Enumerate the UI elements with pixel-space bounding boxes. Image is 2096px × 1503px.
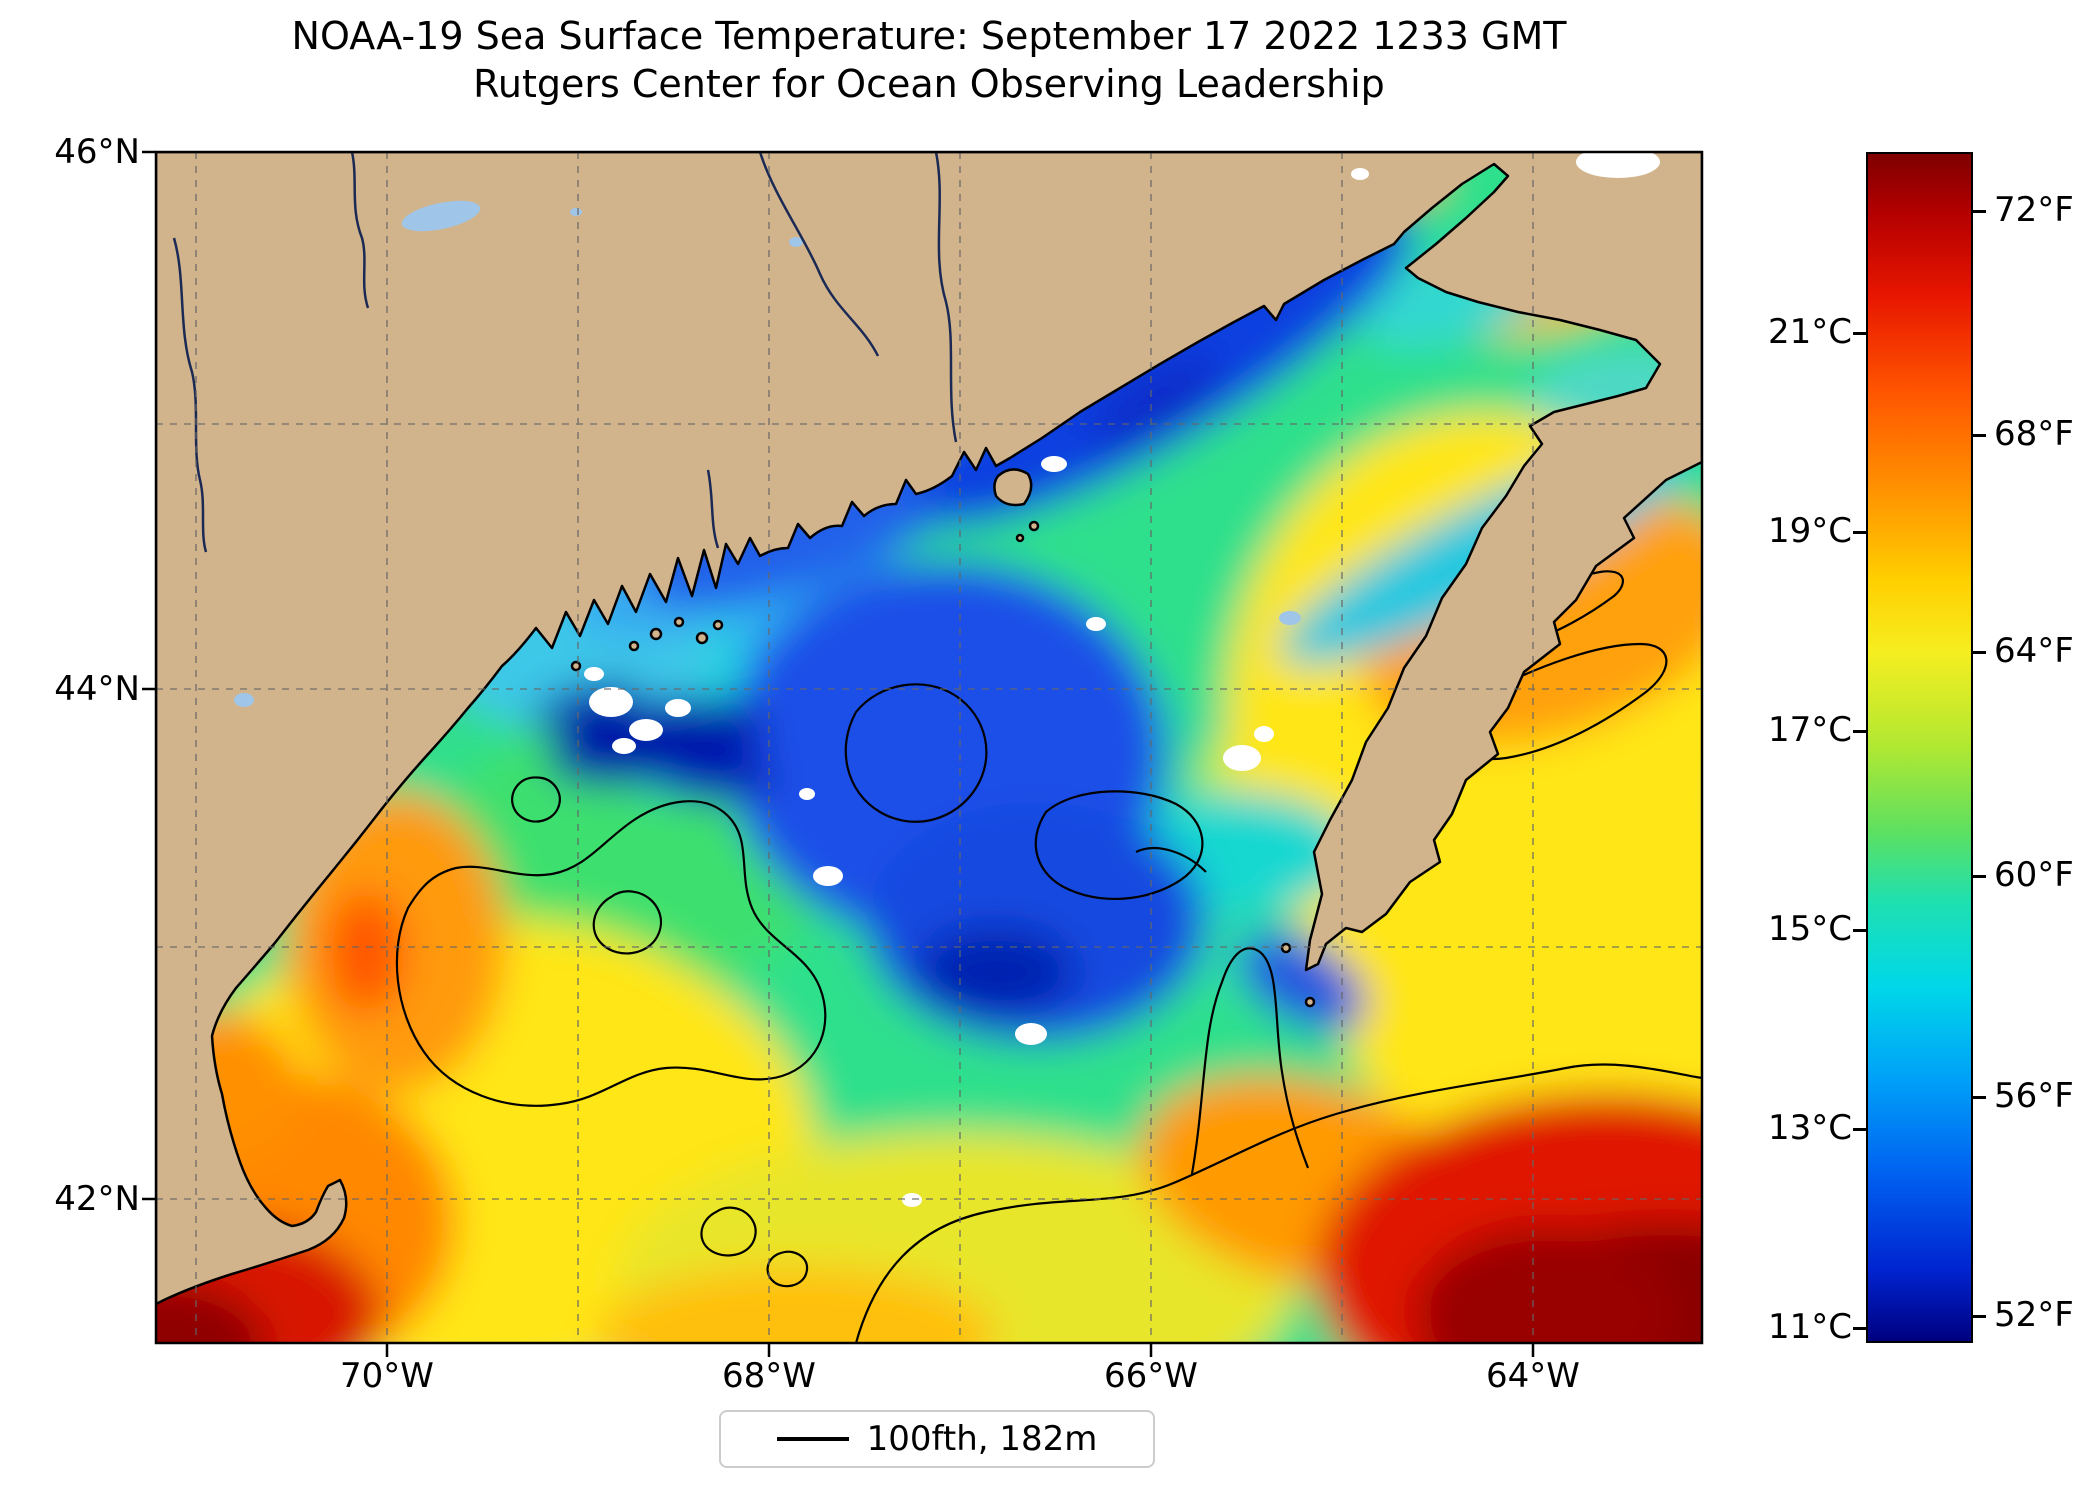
cloud-mask <box>584 152 1660 1207</box>
celsius-label-21: 21°C <box>1767 312 1852 352</box>
fahrenheit-label-68: 68°F <box>1994 414 2074 454</box>
colorbar-tick-52f <box>1973 1315 1986 1318</box>
contour-legend: 100fth, 182m <box>719 1410 1155 1468</box>
fahrenheit-label-72: 72°F <box>1994 190 2074 230</box>
celsius-label-19: 19°C <box>1767 511 1852 551</box>
grand-manan-island <box>993 468 1033 507</box>
celsius-label-11: 11°C <box>1767 1307 1852 1347</box>
fahrenheit-label-52: 52°F <box>1994 1295 2074 1335</box>
axis-ticks <box>142 150 1535 1357</box>
rivers <box>172 152 958 553</box>
y-tick-label-46n: 46°N <box>54 132 140 172</box>
x-tick-label-68w: 68°W <box>722 1356 816 1396</box>
colorbar-tick-19c <box>1853 531 1866 534</box>
contour-line-sample <box>776 1437 849 1441</box>
figure-title: NOAA-19 Sea Surface Temperature: Septemb… <box>291 14 1567 58</box>
colorbar-tick-13c <box>1853 1128 1866 1131</box>
x-tick-label-66w: 66°W <box>1104 1356 1198 1396</box>
y-tick-label-42n: 42°N <box>54 1179 140 1219</box>
temperature-colorbar <box>1866 152 1973 1343</box>
figure-subtitle: Rutgers Center for Ocean Observing Leade… <box>473 62 1385 106</box>
colorbar-tick-64f <box>1973 651 1986 654</box>
contour-legend-label: 100fth, 182m <box>866 1419 1098 1459</box>
grid-lines <box>156 152 1702 1343</box>
colorbar-tick-15c <box>1853 929 1866 932</box>
fahrenheit-label-64: 64°F <box>1994 631 2074 671</box>
y-tick-label-44n: 44°N <box>54 669 140 709</box>
land-mass <box>156 152 1702 1306</box>
colorbar-tick-56f <box>1973 1096 1986 1099</box>
fahrenheit-label-56: 56°F <box>1994 1076 2074 1116</box>
fahrenheit-label-60: 60°F <box>1994 855 2074 895</box>
map-frame <box>154 150 1704 1345</box>
colorbar-tick-72f <box>1973 210 1986 213</box>
x-tick-label-70w: 70°W <box>340 1356 434 1396</box>
colorbar-tick-68f <box>1973 434 1986 437</box>
colorbar-tick-17c <box>1853 730 1866 733</box>
colorbar-tick-60f <box>1973 875 1986 878</box>
colorbar-tick-21c <box>1853 332 1866 335</box>
x-tick-label-64w: 64°W <box>1486 1356 1580 1396</box>
celsius-label-17: 17°C <box>1767 710 1852 750</box>
mainland-coastline <box>156 152 1702 1306</box>
colorbar-tick-11c <box>1853 1327 1866 1330</box>
celsius-label-15: 15°C <box>1767 909 1852 949</box>
sst-map-canvas <box>142 150 1704 1357</box>
celsius-label-13: 13°C <box>1767 1108 1852 1148</box>
inland-lakes <box>234 200 1301 707</box>
